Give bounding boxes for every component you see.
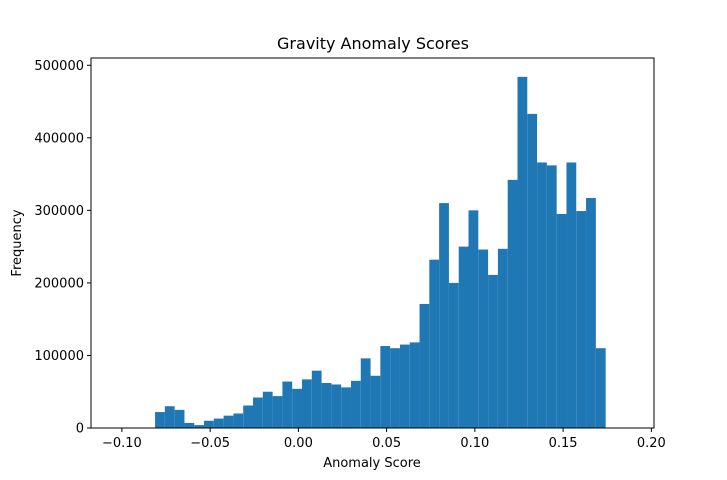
histogram-bar	[350, 380, 361, 428]
histogram-bar	[282, 381, 293, 428]
histogram-bar	[409, 342, 420, 428]
histogram-bar	[586, 198, 596, 428]
histogram-bar	[311, 370, 322, 428]
histogram-bar	[243, 405, 254, 428]
histogram-bar	[566, 162, 577, 428]
histogram-bar	[164, 406, 175, 428]
histogram-bar	[517, 76, 528, 429]
histogram-bar	[556, 213, 567, 428]
histogram-bar	[576, 211, 587, 428]
histogram-bar	[360, 358, 371, 428]
histogram-bar	[194, 425, 205, 428]
histogram-bar	[223, 415, 234, 428]
y-tick-label: 200000	[34, 276, 84, 291]
x-tick-label: 0.20	[637, 436, 666, 451]
histogram-bar	[468, 210, 479, 428]
bars-group	[155, 76, 606, 429]
histogram-bar	[301, 379, 312, 428]
histogram-bar	[204, 420, 214, 428]
histogram-bar	[272, 396, 283, 428]
x-tick-label: 0.05	[372, 436, 401, 451]
histogram-bar	[380, 346, 391, 428]
histogram-bar	[292, 388, 302, 428]
histogram-bar	[527, 113, 538, 429]
histogram-bar	[370, 375, 381, 428]
x-tick-label: 0.00	[284, 436, 313, 451]
y-tick-label: 500000	[34, 59, 84, 74]
histogram-bar	[233, 413, 244, 428]
x-axis-ticks: −0.10 −0.05 0.00 0.05 0.10 0.15 0.20	[102, 428, 666, 451]
y-axis-ticks: 0 100000 200000 300000 400000 500000	[34, 59, 91, 437]
histogram-bar	[253, 397, 263, 428]
histogram-bar	[321, 383, 332, 428]
plot-frame	[90, 57, 655, 429]
x-tick-label: 0.10	[460, 436, 489, 451]
y-tick-label: 400000	[34, 131, 84, 146]
x-axis-label: Anomaly Score	[323, 456, 421, 471]
histogram-bar	[537, 162, 547, 428]
histogram-bar	[458, 246, 469, 428]
histogram-bar	[184, 422, 195, 428]
y-tick-label: 0	[76, 422, 84, 437]
y-tick-label: 300000	[34, 204, 84, 219]
histogram-bar	[546, 165, 557, 428]
histogram-bar	[507, 179, 518, 428]
histogram-bar	[478, 249, 489, 428]
x-tick-label: −0.05	[190, 436, 230, 451]
histogram-bar	[155, 412, 165, 428]
histogram-bar	[174, 409, 185, 428]
histogram-bar	[341, 387, 351, 428]
histogram-bar	[448, 282, 459, 428]
histogram-bar	[439, 203, 449, 428]
x-tick-label: 0.15	[549, 436, 578, 451]
histogram-bar	[331, 384, 342, 428]
histogram-bar	[262, 391, 273, 428]
histogram-bar	[399, 344, 410, 428]
y-axis-label: Frequency	[10, 209, 25, 276]
chart-title: Gravity Anomaly Scores	[277, 34, 469, 53]
histogram-bar	[419, 303, 430, 428]
histogram-bar	[213, 418, 224, 428]
histogram-bar	[429, 259, 440, 428]
y-tick-label: 100000	[34, 349, 84, 364]
histogram-bar	[390, 348, 400, 428]
x-tick-label: −0.10	[102, 436, 142, 451]
histogram-bar	[595, 348, 606, 428]
histogram-bar	[497, 248, 508, 428]
histogram-bar	[488, 274, 498, 428]
